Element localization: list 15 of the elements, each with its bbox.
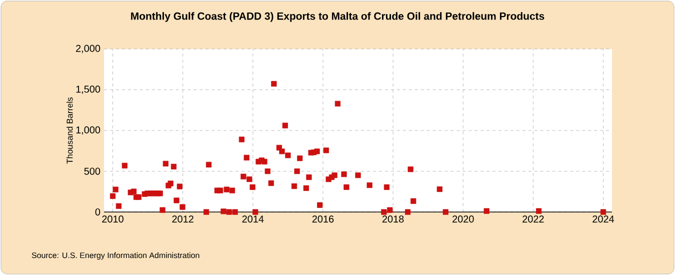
x-tick-label: 2010 <box>102 216 124 223</box>
x-tick-label: 2024 <box>592 216 614 223</box>
x-tick-label: 2022 <box>522 216 544 223</box>
x-tick-label: 2020 <box>452 216 474 223</box>
x-tick-label: 2012 <box>172 216 194 223</box>
y-tick-label: 500 <box>84 168 100 175</box>
y-tick-label: 2,000 <box>76 44 100 54</box>
chart-title: Monthly Gulf Coast (PADD 3) Exports to Malta of Crude Oil and Petroleum Products <box>131 12 544 22</box>
y-tick-label: 1,000 <box>76 126 100 135</box>
y-axis-title: Thousand Barrels <box>66 97 73 164</box>
y-tick-label: 0 <box>95 208 100 216</box>
x-tick-label: 2018 <box>382 216 404 223</box>
x-tick-label: 2014 <box>242 216 264 223</box>
x-tick-label: 2016 <box>312 216 334 223</box>
y-tick-label: 1,500 <box>76 86 100 94</box>
